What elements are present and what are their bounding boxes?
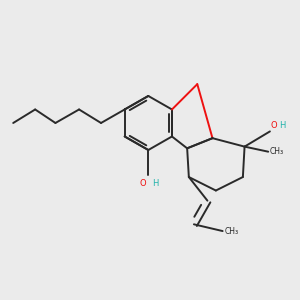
Text: O: O bbox=[271, 122, 278, 130]
Text: O: O bbox=[140, 179, 147, 188]
Text: CH₃: CH₃ bbox=[224, 226, 239, 236]
Text: H: H bbox=[279, 122, 286, 130]
Text: H: H bbox=[152, 179, 158, 188]
Text: CH₃: CH₃ bbox=[270, 146, 284, 155]
